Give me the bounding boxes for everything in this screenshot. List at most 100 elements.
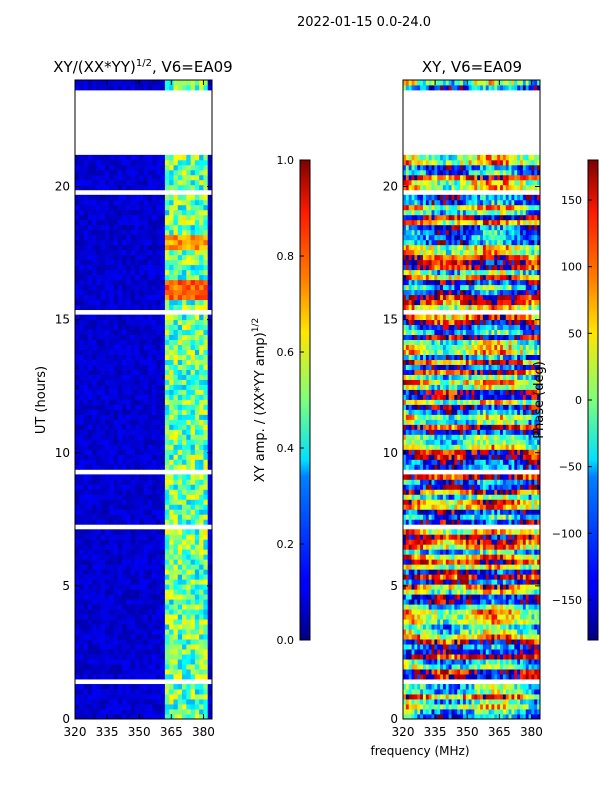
heatmap-cell [457, 689, 461, 695]
heatmap-cell [87, 494, 93, 500]
heatmap-cell [113, 444, 119, 450]
heatmap-cell [164, 289, 170, 296]
heatmap-cell [488, 579, 492, 585]
heatmap-cell [525, 639, 529, 645]
heatmap-cell [511, 684, 515, 690]
heatmap-cell [465, 644, 470, 650]
heatmap-cell [422, 609, 427, 615]
heatmap-cell [434, 654, 438, 660]
heatmap-cell [440, 609, 444, 615]
heatmap-cell [182, 664, 187, 670]
heatmap-cell [477, 659, 481, 665]
heatmap-cell [177, 684, 183, 690]
heatmap-cell [169, 484, 174, 490]
heatmap-cell [164, 424, 170, 430]
heatmap-cell [203, 684, 209, 690]
heatmap-cell [117, 194, 123, 201]
heatmap-cell [468, 704, 472, 710]
heatmap-cell [194, 614, 200, 620]
heatmap-cell [203, 359, 209, 365]
heatmap-cell [100, 714, 106, 720]
heatmap-cell [134, 284, 140, 291]
heatmap-cell [134, 154, 140, 161]
heatmap-cell [139, 474, 144, 480]
heatmap-cell [440, 644, 444, 650]
heatmap-cell [505, 639, 509, 645]
heatmap-cell [147, 499, 153, 505]
heatmap-cell [156, 299, 162, 306]
heatmap-cell [156, 519, 162, 525]
heatmap-cell [414, 564, 418, 570]
heatmap-cell [139, 559, 144, 565]
heatmap-cell [75, 499, 80, 505]
heatmap-cell [194, 404, 200, 410]
heatmap-cell [488, 634, 492, 640]
heatmap-cell [169, 419, 174, 425]
heatmap-cell [190, 669, 196, 675]
heatmap-cell [126, 414, 132, 420]
heatmap-cell [87, 689, 93, 695]
heatmap-cell [537, 659, 541, 665]
heatmap-cell [104, 539, 110, 545]
heatmap-cell [87, 604, 93, 610]
heatmap-cell [207, 329, 213, 335]
heatmap-cell [83, 674, 89, 680]
heatmap-cell [497, 579, 501, 585]
heatmap-cell [186, 254, 191, 261]
heatmap-cell [109, 274, 114, 281]
heatmap-cell [494, 684, 498, 690]
heatmap-cell [87, 354, 93, 360]
heatmap-cell [194, 364, 200, 370]
heatmap-cell [457, 699, 461, 705]
heatmap-cell [130, 364, 136, 370]
heatmap-cell [500, 699, 504, 705]
heatmap-cell [411, 609, 415, 615]
heatmap-cell [494, 609, 498, 615]
heatmap-cell [164, 639, 170, 645]
heatmap-cell [152, 249, 157, 256]
heatmap-cell [156, 439, 162, 445]
heatmap-cell [143, 579, 149, 585]
heatmap-cell [405, 704, 410, 710]
heatmap-cell [104, 684, 110, 690]
heatmap-cell [92, 389, 97, 395]
heatmap-cell [177, 264, 183, 271]
heatmap-cell [468, 569, 472, 575]
heatmap-cell [190, 594, 196, 600]
heatmap-cell [92, 324, 97, 331]
heatmap-cell [75, 544, 80, 550]
heatmap-cell [207, 584, 213, 590]
heatmap-cell [139, 239, 144, 246]
heatmap-cell [405, 589, 410, 595]
heatmap-cell [87, 344, 93, 350]
heatmap-cell [445, 714, 450, 720]
heatmap-cell [169, 599, 174, 605]
heatmap-cell [164, 324, 170, 331]
heatmap-cell [454, 659, 458, 665]
heatmap-cell [117, 389, 123, 395]
heatmap-cell [451, 714, 455, 720]
heatmap-cell [92, 179, 97, 186]
heatmap-cell [465, 564, 470, 570]
heatmap-cell [494, 629, 498, 635]
heatmap-cell [83, 269, 89, 276]
heatmap-cell [160, 554, 166, 560]
heatmap-cell [474, 654, 478, 660]
heatmap-cell [75, 599, 80, 605]
heatmap-cell [104, 294, 110, 301]
heatmap-cell [164, 229, 170, 236]
heatmap-cell [537, 709, 541, 715]
heatmap-cell [517, 619, 521, 625]
heatmap-cell [194, 709, 200, 715]
heatmap-cell [152, 194, 157, 201]
heatmap-cell [182, 474, 187, 480]
heatmap-cell [104, 669, 110, 675]
heatmap-cell [156, 569, 162, 575]
heatmap-cell [126, 499, 132, 505]
heatmap-cell [104, 184, 110, 191]
heatmap-cell [488, 649, 492, 655]
heatmap-cell [177, 594, 183, 600]
heatmap-cell [199, 314, 204, 321]
heatmap-cell [522, 644, 527, 650]
heatmap-cell [117, 324, 123, 331]
